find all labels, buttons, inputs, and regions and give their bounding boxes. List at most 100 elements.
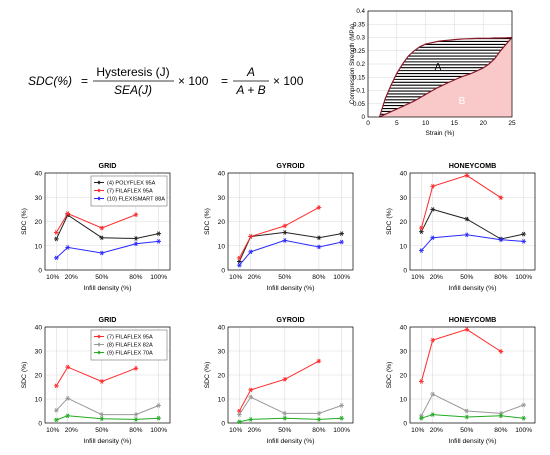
y-tick-label: 20	[400, 219, 408, 226]
data-point	[236, 419, 242, 425]
series-line	[55, 366, 137, 387]
x-axis-label: Infill density (%)	[449, 285, 497, 292]
data-point	[464, 173, 470, 178]
data-point	[133, 417, 139, 422]
data-point	[339, 231, 345, 236]
legend-marker	[97, 196, 101, 201]
panel-title: GRID	[99, 161, 117, 170]
panel-bottom-left-grid: GRID 0 10 20 30 40 10% 20% 50% 80% 100% Infill dens…	[21, 315, 171, 445]
y-tick-label: 30	[400, 195, 408, 202]
x-tick-label: 80%	[494, 274, 507, 281]
data-point	[418, 248, 424, 253]
inset-y-tick-label: 0.05	[353, 101, 366, 108]
inset-x-tick-label: 5	[395, 120, 399, 127]
data-point	[236, 408, 242, 414]
inset-x-axis-label: Strain (%)	[426, 130, 455, 137]
inset-y-tick-label: 0.3	[356, 35, 365, 42]
data-point	[282, 415, 288, 421]
inset-x-tick-label: 10	[422, 120, 430, 127]
y-tick-label: 40	[400, 325, 408, 332]
y-axis-label: SDC (%)	[204, 208, 211, 235]
data-point	[53, 230, 59, 235]
data-point	[133, 412, 139, 417]
data-point	[99, 412, 105, 417]
panel-title: GYROID	[276, 315, 304, 324]
inset-y-axis-label: Compression Strength (MPa)	[349, 24, 356, 104]
data-point	[156, 403, 162, 408]
x-tick-label: 100%	[150, 274, 167, 281]
inset-y-tick-label: 0.2	[356, 61, 365, 68]
x-tick-label: 10%	[229, 427, 242, 434]
inset-y-tick-label: 0.15	[353, 74, 366, 81]
y-tick-label: 40	[35, 171, 43, 178]
legend-entry: (8) FILAFLEX 82A	[107, 343, 153, 349]
axes-frame	[227, 326, 354, 424]
x-tick-label: 10%	[46, 274, 59, 281]
data-point	[418, 415, 424, 421]
x-axis-label: Infill density (%)	[84, 285, 132, 292]
data-point	[133, 365, 139, 371]
data-point	[53, 255, 59, 261]
data-point	[498, 411, 504, 416]
data-point	[339, 239, 345, 245]
data-point	[236, 262, 242, 268]
panel-title: HONEYCOMB	[449, 315, 497, 324]
data-point	[418, 225, 424, 231]
panel-title: GRID	[99, 315, 117, 324]
data-point	[236, 255, 242, 261]
x-axis-label: Infill density (%)	[267, 438, 315, 445]
x-tick-label: 10%	[411, 274, 424, 281]
series-line	[238, 206, 320, 259]
y-tick-label: 20	[35, 219, 43, 226]
data-point	[316, 205, 322, 210]
data-point	[418, 379, 424, 384]
x-tick-label: 80%	[129, 427, 142, 434]
x-axis-label: Infill density (%)	[84, 438, 132, 445]
x-tick-label: 80%	[494, 427, 507, 434]
y-tick-label: 10	[218, 243, 226, 250]
data-point	[498, 413, 504, 419]
data-point	[65, 245, 71, 250]
x-tick-label: 100%	[515, 427, 532, 434]
x-tick-label: 100%	[333, 274, 350, 281]
formula-numerator-2: A	[246, 65, 255, 79]
y-tick-label: 30	[400, 349, 408, 356]
y-axis-label: SDC (%)	[386, 208, 393, 235]
legend-entry: (7) FILAFLEX 95A	[107, 189, 153, 195]
inset-region-b-label: B	[459, 96, 466, 107]
data-point	[339, 403, 345, 408]
y-tick-label: 20	[218, 219, 226, 226]
data-point	[53, 417, 59, 423]
legend-entry: (10) FLEXISMART 88A	[107, 197, 165, 203]
data-point	[430, 391, 436, 397]
x-tick-label: 50%	[278, 274, 291, 281]
y-tick-label: 10	[218, 397, 226, 404]
data-point	[156, 239, 162, 244]
legend-marker	[97, 180, 101, 185]
inset-loading-curve	[378, 36, 512, 117]
data-point	[498, 195, 504, 201]
y-axis-label: SDC (%)	[204, 362, 211, 389]
data-point	[316, 358, 322, 364]
data-point	[464, 216, 470, 222]
legend: (4) POLYFLEX 95A (7) FILAFLEX 95A (10) FLE…	[90, 175, 168, 207]
inset-axes-frame	[367, 10, 513, 118]
data-point	[156, 231, 162, 236]
formula-denominator-1: SEA(J)	[114, 83, 152, 97]
data-point	[521, 231, 527, 237]
data-point	[99, 235, 105, 241]
inset-y-tick-label: 0.4	[356, 8, 365, 15]
inset-area-b	[379, 37, 512, 117]
x-axis-label: Infill density (%)	[267, 285, 315, 292]
data-point	[99, 225, 105, 231]
x-tick-label: 50%	[460, 274, 473, 281]
data-point	[236, 412, 242, 417]
x-tick-label: 100%	[150, 427, 167, 434]
y-tick-label: 0	[221, 268, 225, 275]
inset-region-a-label: A	[435, 62, 442, 73]
panel-top-middle-gyroid: GYROID 0 10 20 30 40 10% 20% 50% 80% 100% Infill de…	[204, 161, 354, 292]
data-point	[521, 239, 527, 244]
series-line	[420, 174, 502, 229]
y-tick-label: 0	[38, 268, 42, 275]
y-tick-label: 20	[400, 373, 408, 380]
